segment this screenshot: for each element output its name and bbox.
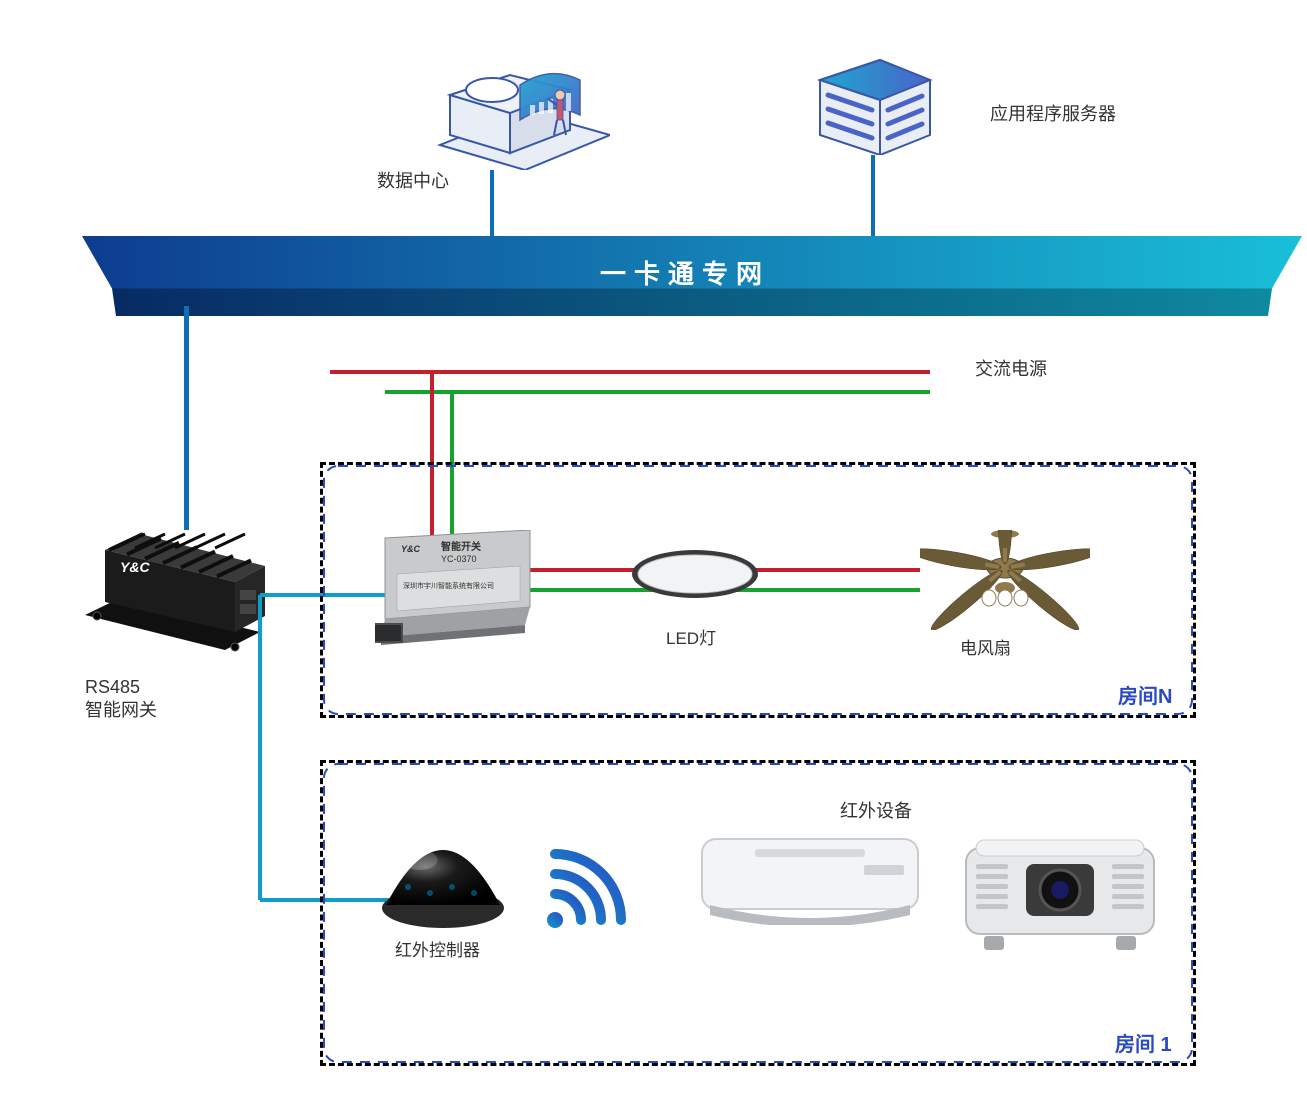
ac-power-line-green [385, 390, 930, 394]
rs485-gateway-icon: Y&C [85, 520, 265, 655]
ac-power-line-red [330, 370, 930, 374]
air-conditioner-icon [700, 835, 920, 925]
svg-text:Y&C: Y&C [120, 559, 150, 575]
ir-devices-title: 红外设备 [840, 800, 912, 823]
smart-switch-icon: Y&C 智能开关YC-0370 深圳市宇川智能系统有限公司 [375, 530, 535, 655]
svg-text:智能开关: 智能开关 [441, 540, 481, 553]
ceiling-fan-label: 电风扇 [960, 638, 1011, 659]
led-light-icon [630, 548, 760, 600]
ceiling-fan-icon [920, 530, 1090, 630]
projector-icon [960, 830, 1160, 960]
led-light-label: LED灯 [666, 628, 716, 649]
app-server-label: 应用程序服务器 [990, 103, 1116, 126]
rs485-gateway-label: RS485 智能网关 [85, 676, 157, 721]
ir-controller-icon [378, 830, 508, 930]
app-server-icon [810, 40, 940, 155]
data-center-label: 数据中心 [377, 170, 449, 193]
data-center-icon [430, 35, 610, 170]
network-bar-title: 一卡通专网 [600, 254, 770, 291]
line-network-to-gateway [184, 306, 189, 530]
bus-trunk [258, 595, 262, 900]
line-dc-to-network [490, 170, 494, 236]
line-app-to-network [871, 155, 875, 236]
svg-text:深圳市宇川智能系统有限公司: 深圳市宇川智能系统有限公司 [403, 581, 494, 590]
ac-power-label: 交流电源 [975, 358, 1047, 381]
svg-text:Y&C: Y&C [401, 544, 421, 554]
ir-controller-label: 红外控制器 [395, 940, 480, 961]
room-n-label: 房间N [1118, 680, 1172, 709]
room-1-label: 房间 1 [1115, 1028, 1172, 1057]
svg-text:YC-0370: YC-0370 [441, 554, 477, 564]
wireless-icon [545, 840, 635, 930]
